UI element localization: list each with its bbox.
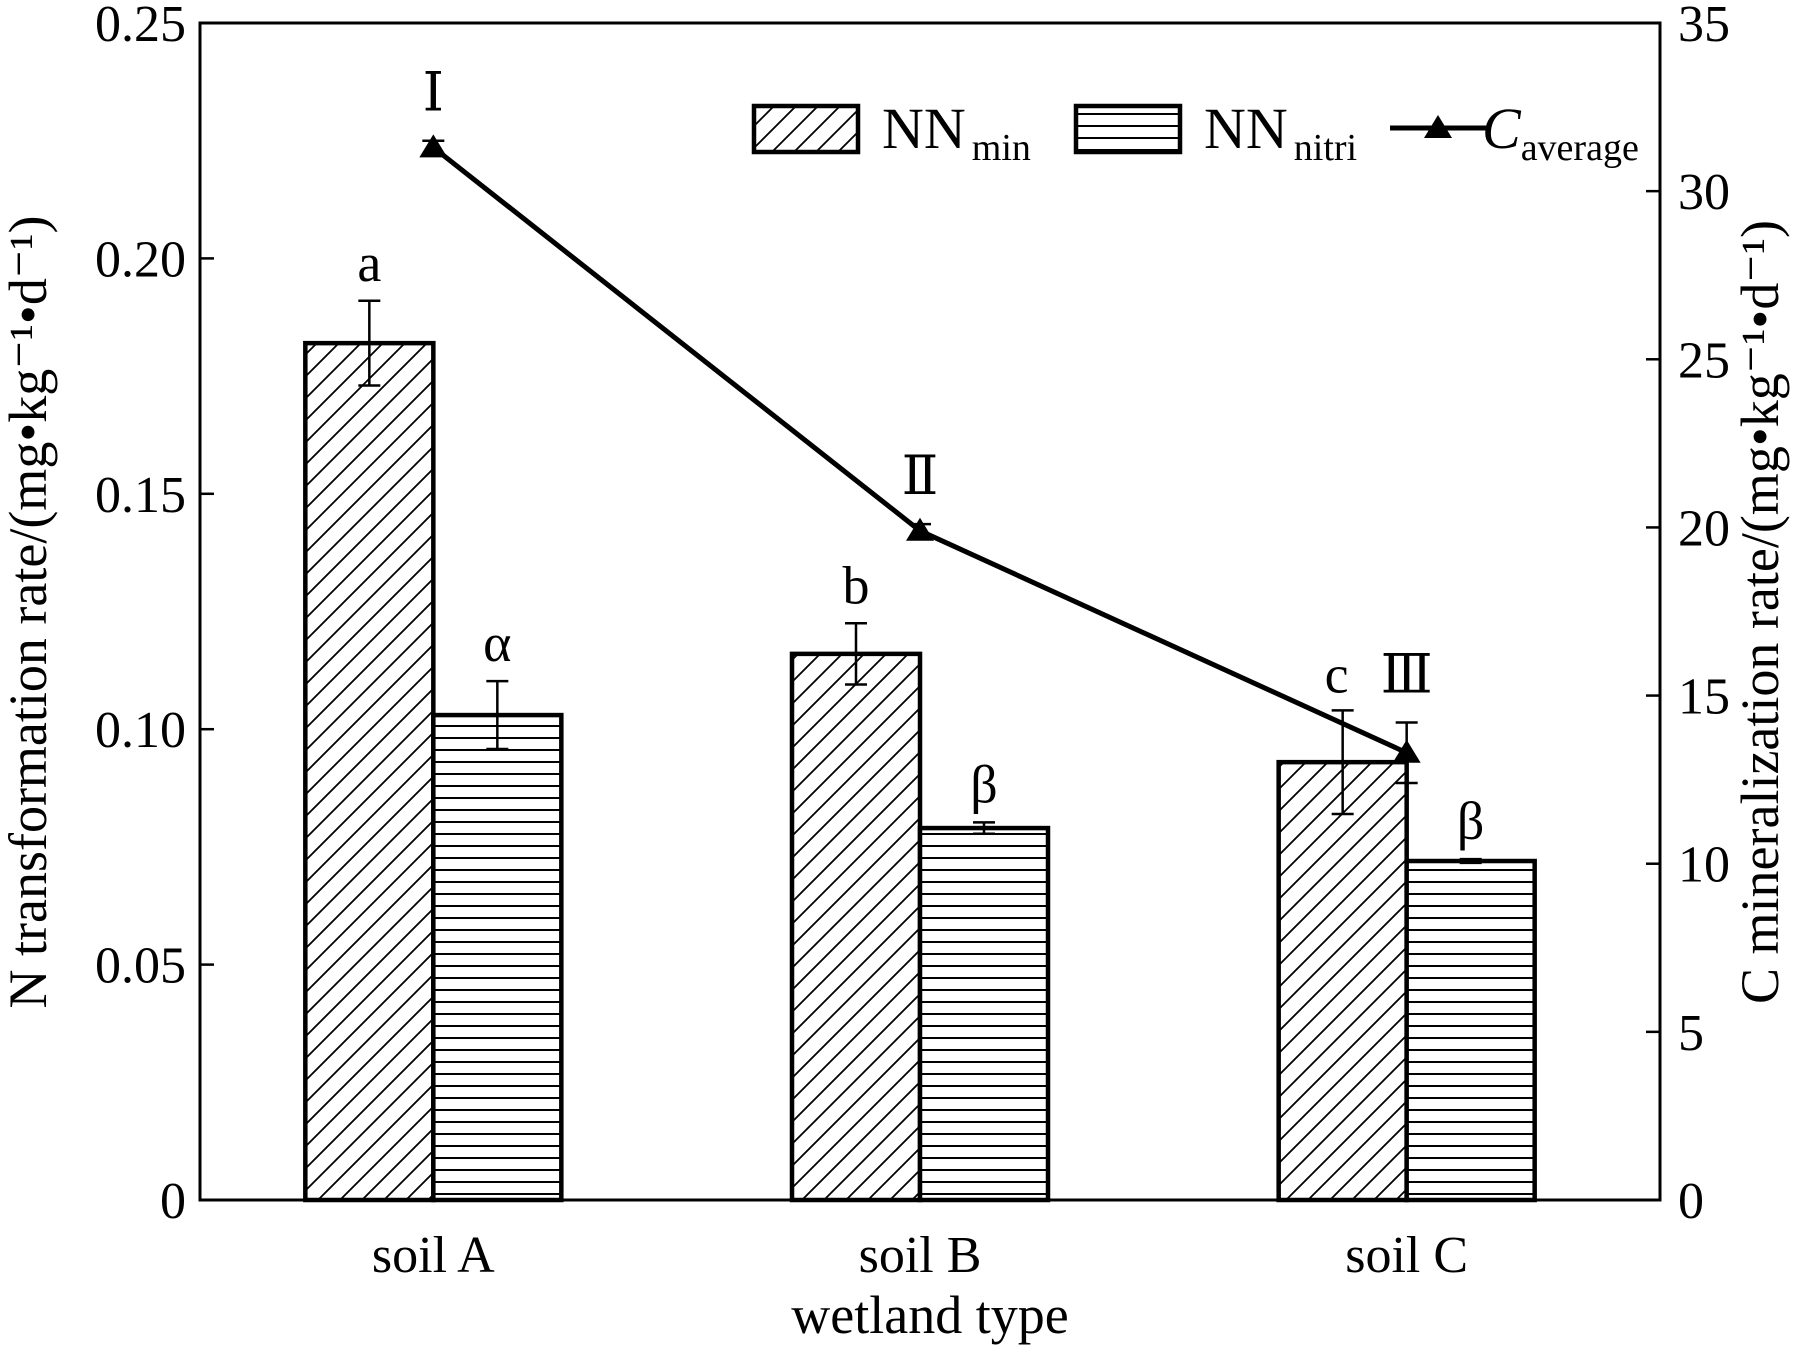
triangle-marker — [906, 517, 934, 541]
legend-label: NN nitri — [1204, 96, 1357, 169]
x-axis-ticks: soil A soil B soil C — [372, 1227, 1468, 1284]
significance-label: a — [357, 233, 381, 293]
right-tick-label: 25 — [1678, 332, 1730, 389]
left-tick-label: 0.20 — [95, 231, 186, 288]
left-tick-label: 0 — [160, 1173, 186, 1230]
right-tick-label: 10 — [1678, 837, 1730, 894]
bars-layer: a b c α β β — [303, 233, 1537, 1203]
right-tick-label: 0 — [1678, 1173, 1704, 1230]
right-tick-label: 20 — [1678, 500, 1730, 557]
significance-label: b — [843, 555, 870, 615]
legend-label: Caverage — [1482, 96, 1639, 169]
legend-triangle-marker — [1424, 115, 1452, 138]
right-tick-label: 30 — [1678, 164, 1730, 221]
line-group-label: Ⅰ — [423, 63, 444, 123]
line-group-label: Ⅱ — [902, 446, 939, 506]
legend-label: NN min — [882, 96, 1031, 169]
right-tick-label: 5 — [1678, 1005, 1704, 1062]
left-axis-ticks: 0 0.05 0.10 0.15 0.20 0.25 — [95, 0, 214, 1230]
right-tick-label: 35 — [1678, 0, 1730, 53]
significance-label: α — [483, 613, 511, 673]
bar — [917, 825, 1051, 1203]
legend-swatch — [751, 103, 861, 155]
left-tick-label: 0.05 — [95, 938, 186, 995]
legend-swatch — [1073, 103, 1183, 155]
x-tick-label: soil C — [1345, 1227, 1468, 1284]
bar — [431, 712, 564, 1203]
x-tick-label: soil A — [372, 1227, 495, 1284]
right-tick-label: 15 — [1678, 669, 1730, 726]
legend: NN min NN nitri Caverage — [751, 96, 1639, 169]
left-tick-label: 0.15 — [95, 467, 186, 524]
right-axis-ticks: 0 5 10 15 20 25 30 35 — [1646, 0, 1730, 1230]
significance-label: c — [1325, 644, 1349, 704]
triangle-marker — [1392, 739, 1421, 763]
line-group-label: Ⅲ — [1381, 644, 1433, 704]
y-axis-label-right: C mineralization rate/(mg•kg⁻¹•d⁻¹) — [1730, 220, 1790, 1004]
bar — [303, 340, 436, 1203]
triangle-marker — [419, 134, 448, 158]
significance-label: β — [1457, 791, 1484, 851]
x-tick-label: soil B — [859, 1227, 982, 1284]
bar — [1276, 759, 1409, 1203]
line-layer: Ⅰ Ⅱ Ⅲ — [419, 63, 1433, 785]
y-axis-label-left: N transformation rate/(mg•kg⁻¹•d⁻¹) — [0, 216, 58, 1009]
bar — [1404, 858, 1537, 1203]
left-tick-label: 0.10 — [95, 702, 186, 759]
x-axis-label: wetland type — [791, 1285, 1068, 1345]
left-tick-label: 0.25 — [95, 0, 186, 53]
bar — [789, 651, 923, 1203]
significance-label: β — [970, 754, 997, 814]
